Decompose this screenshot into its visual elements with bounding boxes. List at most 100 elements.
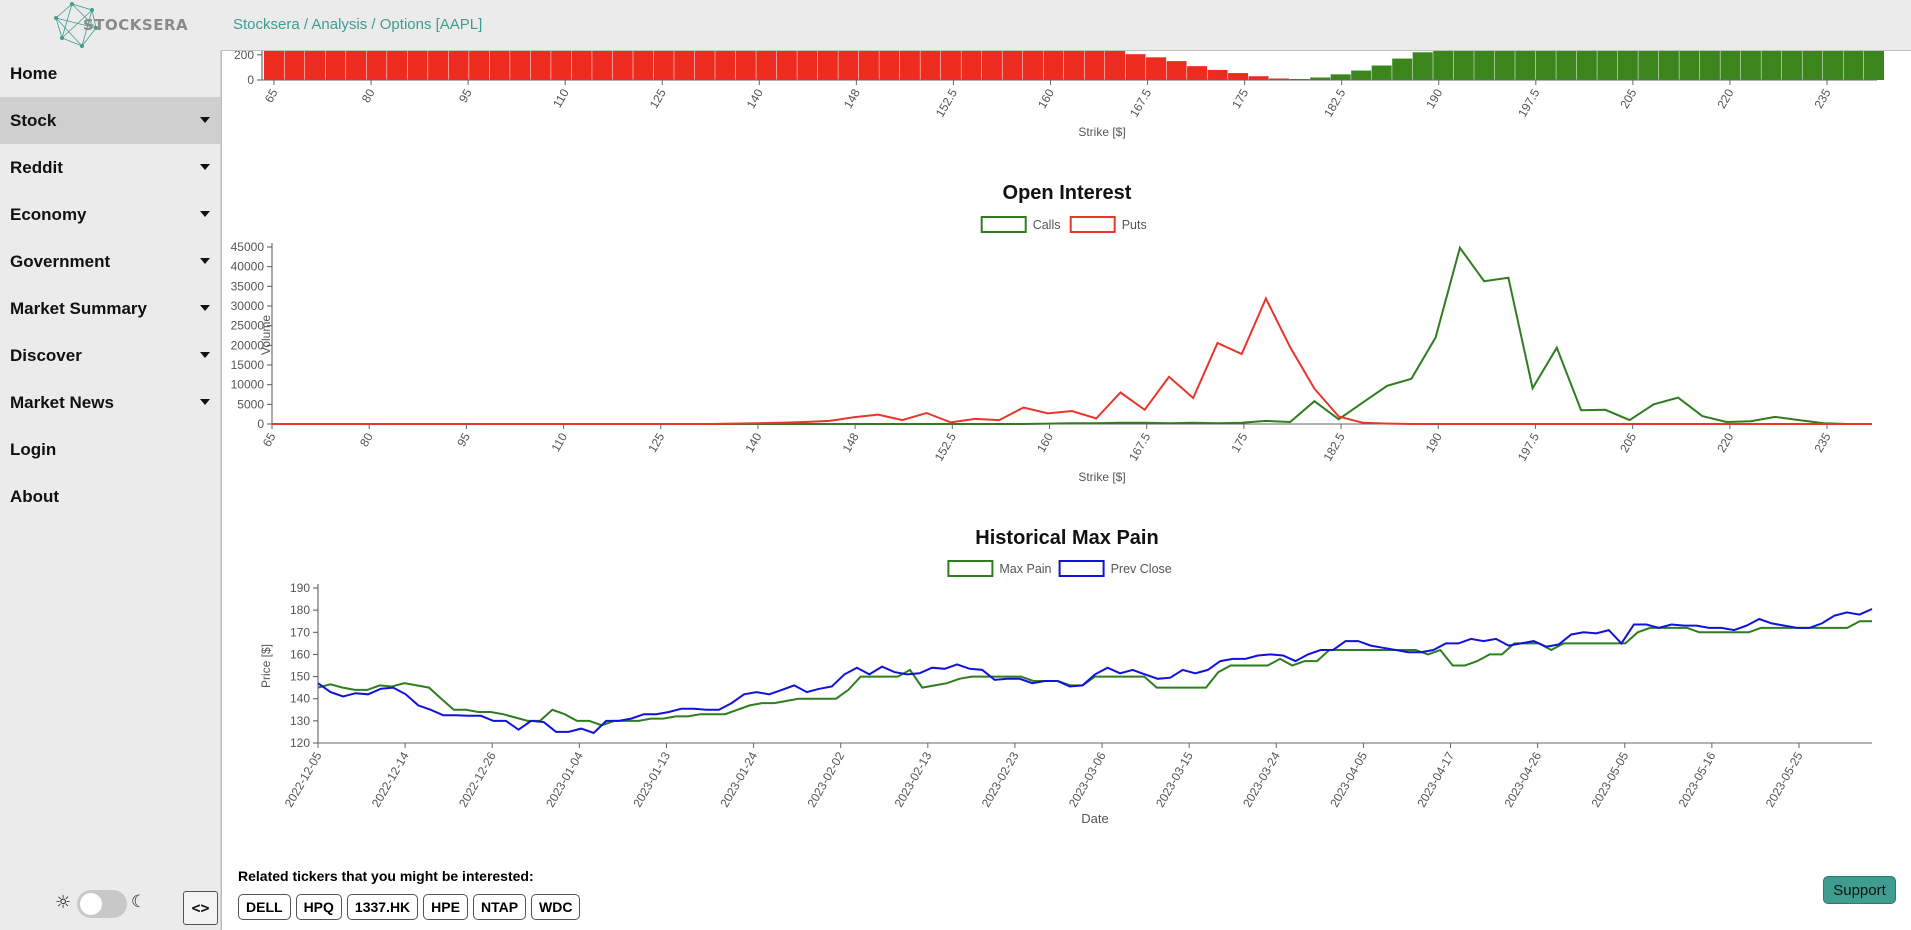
breadcrumb-options[interactable]: Options [AAPL]: [379, 16, 483, 33]
x-tick-label: 2022-12-14: [369, 749, 412, 809]
series-line-puts: [272, 296, 1872, 425]
x-tick-label: 140: [742, 430, 764, 455]
x-tick-label: 2023-03-06: [1066, 749, 1109, 809]
breadcrumb-analysis[interactable]: Analysis: [311, 16, 368, 33]
chart-title: Historical Max Pain: [975, 527, 1158, 549]
x-tick-label: 2022-12-05: [282, 749, 325, 809]
legend-label: Prev Close: [1111, 562, 1172, 576]
put-bar: [961, 51, 982, 80]
sidebar-item-economy[interactable]: Economy: [0, 191, 220, 238]
x-tick-label: 2023-02-13: [892, 749, 935, 809]
put-bar: [776, 51, 797, 80]
put-bar: [879, 51, 900, 80]
x-tick-label: 197.5: [1515, 86, 1542, 119]
caret-down-icon: [200, 211, 210, 217]
support-button[interactable]: Support: [1823, 876, 1896, 904]
ticker-hpe[interactable]: HPE: [423, 894, 468, 920]
code-toggle-button[interactable]: <>: [183, 891, 218, 925]
legend-swatch: [1069, 216, 1116, 233]
call-bar: [1843, 51, 1864, 80]
y-tick-label: 130: [290, 714, 310, 728]
x-tick-label: 125: [645, 430, 667, 455]
put-bar: [551, 51, 572, 80]
y-tick-label: 20000: [231, 338, 265, 352]
put-bar: [1105, 51, 1126, 80]
call-bar: [1392, 58, 1413, 80]
x-tick-label: 148: [840, 430, 862, 455]
put-bar: [838, 51, 859, 80]
theme-toggle[interactable]: [77, 890, 127, 918]
sidebar-item-government[interactable]: Government: [0, 238, 220, 285]
call-bar: [1658, 51, 1679, 80]
ticker-1337hk[interactable]: 1337.HK: [346, 894, 419, 920]
x-tick-label: 160: [1034, 430, 1056, 455]
x-tick-label: 2023-04-05: [1327, 749, 1370, 809]
call-bar: [1515, 51, 1536, 80]
put-bar: [428, 51, 449, 80]
legend-swatch: [1058, 560, 1105, 577]
theme-switch[interactable]: ☼ ☾: [55, 890, 165, 918]
sidebar-item-discover[interactable]: Discover: [0, 332, 220, 379]
x-tick-label: 152.5: [933, 86, 960, 119]
caret-down-icon: [200, 258, 210, 264]
series-line-max-pain: [317, 620, 1872, 727]
breadcrumb-stocksera[interactable]: Stocksera: [233, 16, 300, 33]
related-tickers: DELL HPQ 1337.HK HPE NTAP WDC: [238, 894, 585, 920]
sidebar-item-label: Home: [10, 63, 58, 83]
x-tick-label: 2023-03-24: [1240, 749, 1283, 809]
put-bar: [387, 51, 408, 80]
put-bar: [571, 51, 592, 80]
put-bar: [448, 51, 469, 80]
put-bar: [264, 51, 284, 80]
sidebar-item-market-news[interactable]: Market News: [0, 379, 220, 426]
put-bar: [756, 51, 777, 80]
x-tick-label: 2023-05-05: [1589, 749, 1632, 809]
sidebar-item-market-summary[interactable]: Market Summary: [0, 285, 220, 332]
sidebar-item-label: Discover: [10, 345, 82, 365]
toggle-knob: [80, 893, 102, 915]
x-tick-label: 95: [454, 430, 473, 449]
put-bar: [1064, 51, 1084, 80]
sidebar-item-reddit[interactable]: Reddit: [0, 144, 220, 191]
put-bar: [510, 51, 531, 80]
x-tick-label: 110: [548, 430, 570, 454]
put-bar: [1228, 73, 1249, 80]
call-bar: [1638, 51, 1659, 80]
put-bar: [1146, 57, 1167, 80]
logo-icon[interactable]: [52, 0, 172, 50]
ticker-wdc[interactable]: WDC: [531, 894, 581, 920]
x-tick-label: 167.5: [1127, 86, 1154, 119]
call-bar: [1597, 51, 1618, 80]
moon-icon: ☾: [131, 892, 147, 912]
x-tick-label: 235: [1811, 430, 1833, 455]
put-bar: [899, 51, 920, 80]
put-bar: [633, 51, 654, 80]
sidebar-item-label: Market Summary: [10, 298, 148, 318]
put-bar: [1187, 66, 1208, 80]
put-bar: [797, 51, 818, 80]
caret-down-icon: [200, 164, 210, 170]
put-bar: [407, 51, 428, 80]
x-tick-label: 160: [1035, 86, 1057, 111]
x-axis-title: Strike [$]: [1078, 470, 1125, 484]
ticker-hpq[interactable]: HPQ: [295, 894, 342, 920]
put-bar: [920, 51, 941, 80]
x-tick-label: 2023-01-13: [630, 749, 673, 809]
sidebar-item-login[interactable]: Login: [0, 426, 220, 473]
sidebar-item-home[interactable]: Home: [0, 50, 220, 97]
put-bar: [1002, 51, 1023, 80]
x-tick-label: 205: [1617, 430, 1639, 455]
y-axis-title: Price [$]: [259, 644, 273, 688]
sidebar-item-about[interactable]: About: [0, 473, 220, 520]
ticker-dell[interactable]: DELL: [238, 894, 291, 920]
sidebar-item-label: About: [10, 486, 60, 506]
x-tick-label: 2023-01-04: [543, 749, 586, 809]
sun-icon: ☼: [55, 892, 72, 913]
x-tick-label: 197.5: [1515, 430, 1542, 463]
x-tick-label: 152.5: [932, 430, 959, 463]
y-tick-label: 180: [290, 603, 310, 617]
sidebar-item-label: Government: [10, 251, 111, 271]
x-tick-label: 2023-05-16: [1676, 749, 1719, 809]
ticker-ntap[interactable]: NTAP: [472, 894, 527, 920]
sidebar-item-stock[interactable]: Stock: [0, 97, 220, 144]
